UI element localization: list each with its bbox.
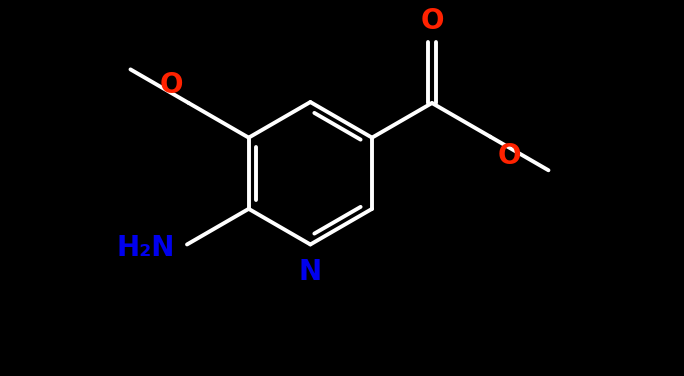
Text: O: O	[420, 7, 444, 35]
Text: O: O	[159, 71, 183, 99]
Text: N: N	[299, 258, 322, 286]
Text: H₂N: H₂N	[117, 234, 175, 262]
Text: O: O	[497, 142, 521, 170]
